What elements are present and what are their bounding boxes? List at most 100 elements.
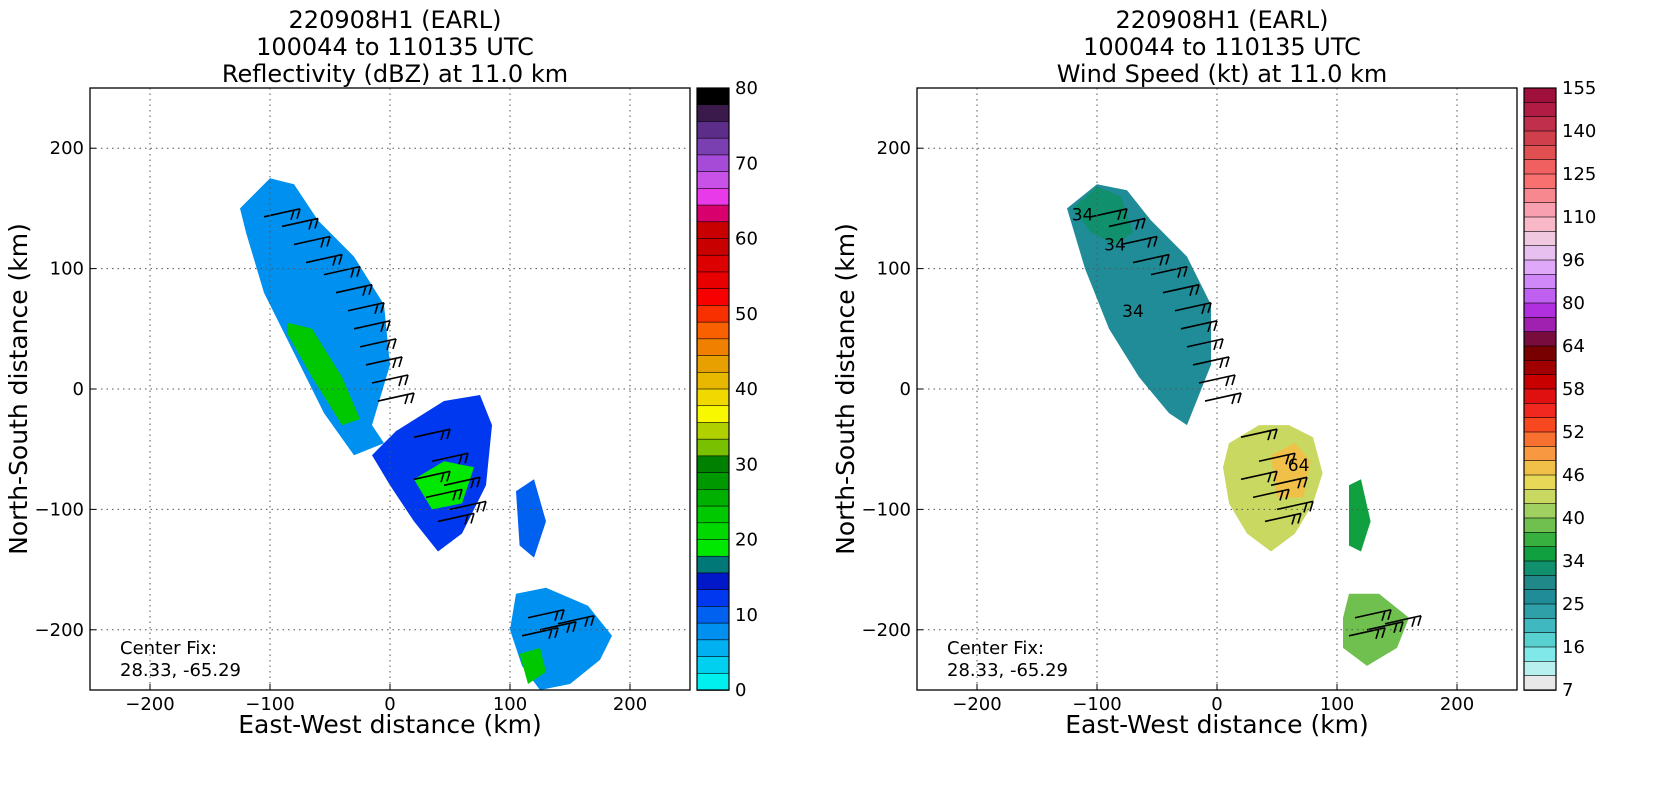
wind-barb-feather xyxy=(1219,338,1224,350)
x-tick-label: 0 xyxy=(1211,694,1222,715)
x-tick-label: 200 xyxy=(613,694,647,715)
wind-barb-feather xyxy=(1417,615,1422,627)
colorbar-segment xyxy=(1523,288,1557,304)
colorbar-segment xyxy=(696,455,730,474)
colorbar-segment xyxy=(696,137,730,156)
colorbar-segment xyxy=(696,622,730,641)
colorbar-tick-label: 40 xyxy=(1562,508,1585,529)
wind-barb-feather xyxy=(386,320,391,332)
colorbar-segment xyxy=(1523,489,1557,505)
colorbar-tick-label: 7 xyxy=(1562,680,1573,701)
wind-barb-feather xyxy=(1285,489,1290,500)
colorbar-segment xyxy=(1523,460,1557,476)
wind-barb-feather xyxy=(1231,374,1236,386)
reflectivity-chart: 220908H1 (EARL)100044 to 110135 UTCRefle… xyxy=(4,6,758,739)
colorbar-segment xyxy=(696,405,730,424)
wind-barbs xyxy=(263,208,595,640)
wind-barb-feather xyxy=(1411,616,1416,628)
y-tick-label: −100 xyxy=(862,499,911,520)
wind-barb-feather xyxy=(332,255,337,266)
colorbar-segment xyxy=(1523,245,1557,261)
center-fix-note: Center Fix: xyxy=(947,638,1044,659)
data-region xyxy=(519,647,546,684)
wind-barb-feather xyxy=(572,621,577,633)
chart-title-line: Wind Speed (kt) at 11.0 km xyxy=(1057,60,1388,88)
x-tick-label: 200 xyxy=(1440,694,1474,715)
y-tick-label: 0 xyxy=(73,379,84,400)
wind-barb-feather xyxy=(362,285,367,296)
wind-barb-feather xyxy=(398,356,403,368)
colorbar-segment xyxy=(696,489,730,507)
y-tick-label: 100 xyxy=(877,259,911,280)
wind-barb-feather xyxy=(1147,237,1152,248)
center-fix-note: 28.33, -65.29 xyxy=(947,660,1068,681)
wind-barb-feather xyxy=(1273,428,1278,440)
wind-barb-feather xyxy=(1231,393,1236,405)
grid-lines xyxy=(90,88,690,690)
wind-barb-feather xyxy=(1297,478,1302,489)
colorbar-segment xyxy=(1523,317,1557,333)
colorbar-segment xyxy=(696,321,730,340)
x-tick-label: 100 xyxy=(1320,694,1354,715)
colorbar-segment xyxy=(1523,632,1557,648)
data-region xyxy=(240,178,390,456)
colorbar-segment xyxy=(1523,474,1557,491)
center-fix-note: Center Fix: xyxy=(120,638,217,659)
colorbar-segment xyxy=(1523,661,1557,677)
colorbar-tick-label: 58 xyxy=(1562,379,1585,400)
y-axis-label: North-South distance (km) xyxy=(4,223,33,555)
wind-barb-feather xyxy=(1273,471,1278,482)
colorbar-segment xyxy=(696,305,730,323)
colorbar-segment xyxy=(1523,259,1557,276)
wind-barb-feather xyxy=(1153,236,1158,247)
colorbar-segment xyxy=(1523,159,1557,175)
chart-title-line: 220908H1 (EARL) xyxy=(1116,6,1329,34)
wind-barb-feather xyxy=(1159,255,1164,266)
wind-speed-panel: 220908H1 (EARL) 100044 to 110135 UTC Wind … xyxy=(827,0,1655,787)
wind-barb-feather xyxy=(1135,219,1140,230)
data-region xyxy=(1073,186,1133,245)
wind-barb-feather xyxy=(374,303,379,314)
wind-barb-feather xyxy=(1201,303,1206,314)
colorbar-segment xyxy=(696,254,730,273)
colorbar-segment xyxy=(1523,575,1557,591)
contour-label: 64 xyxy=(1288,456,1310,476)
colorbar-segment xyxy=(696,472,730,491)
colorbar-segment xyxy=(1523,360,1557,376)
wind-barb-feather xyxy=(1141,218,1146,229)
colorbar-tick-label: 34 xyxy=(1562,551,1585,572)
colorbar-segment xyxy=(1523,560,1557,577)
wind-barb-feather xyxy=(590,615,595,627)
wind-barb-feather xyxy=(446,471,451,482)
colorbar-segment xyxy=(1523,188,1557,204)
wind-barb-feather xyxy=(1207,321,1212,333)
wind-barb-feather xyxy=(1393,622,1398,634)
colorbar-segment xyxy=(1523,417,1557,433)
x-tick-label: −100 xyxy=(245,694,294,715)
colorbar-tick-label: 16 xyxy=(1562,637,1585,658)
colorbar-segment xyxy=(696,672,730,691)
wind-barb-feather xyxy=(470,478,475,489)
colorbar-segment xyxy=(696,188,730,206)
colorbar-segment xyxy=(1523,503,1557,519)
colorbar-segment xyxy=(696,171,730,190)
colorbar xyxy=(696,87,730,691)
wind-barb-feather xyxy=(476,502,481,513)
colorbar-segment xyxy=(1523,589,1557,605)
wind-barb-feather xyxy=(1387,609,1392,620)
colorbar-segment xyxy=(1523,87,1557,104)
chart-title-line: 220908H1 (EARL) xyxy=(289,6,502,34)
colorbar-tick-label: 40 xyxy=(735,379,758,400)
data-region xyxy=(288,322,360,426)
y-axis-label: North-South distance (km) xyxy=(831,223,860,555)
y-tick-label: 0 xyxy=(900,379,911,400)
wind-barb-feather xyxy=(1291,453,1296,464)
colorbar-frame xyxy=(1523,87,1557,691)
reflectivity-panel: 220908H1 (EARL) 100044 to 110135 UTC Refle… xyxy=(0,0,827,787)
wind-barb-feather xyxy=(1267,429,1272,441)
colorbar-segment xyxy=(696,154,730,173)
colorbar-tick-label: 30 xyxy=(735,454,758,475)
wind-barb-feather xyxy=(1309,501,1314,512)
wind-barb-feather xyxy=(380,302,385,313)
wind-barb-feather xyxy=(554,610,559,621)
